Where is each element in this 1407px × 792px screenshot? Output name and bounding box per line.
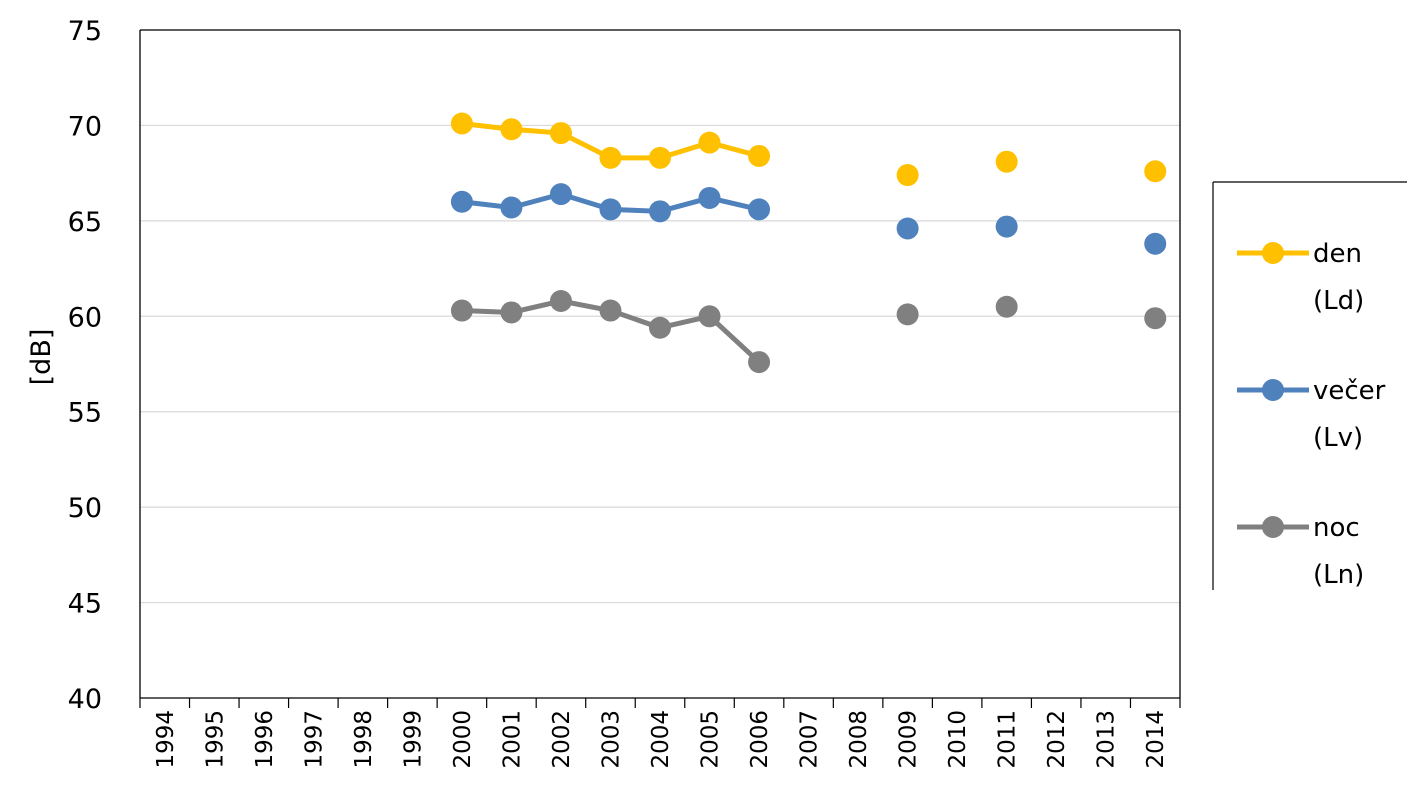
legend-entry-0: den (Ld) bbox=[1237, 239, 1364, 316]
legend-label: (Ln) bbox=[1313, 560, 1364, 590]
x-tick-label: 2004 bbox=[648, 710, 674, 769]
y-tick-label: 50 bbox=[68, 493, 102, 524]
x-tick-label: 1994 bbox=[153, 710, 179, 769]
x-tick-label: 2006 bbox=[747, 710, 773, 769]
data-point bbox=[549, 122, 572, 145]
data-point bbox=[748, 351, 771, 374]
x-tick-label: 2011 bbox=[995, 710, 1021, 769]
data-point bbox=[649, 316, 671, 339]
x-tick-labels: 1994 1995 1996 1997 1998 1999 2000 2001 2002 2003… bbox=[153, 710, 1169, 769]
data-point bbox=[1144, 307, 1167, 330]
data-point bbox=[549, 290, 572, 313]
x-tick-label: 2014 bbox=[1143, 710, 1169, 769]
gridlines bbox=[140, 29, 1180, 604]
y-tick-label: 55 bbox=[68, 398, 102, 429]
x-tick-label: 1996 bbox=[252, 710, 278, 769]
y-tick-labels: 40 45 50 55 60 65 70 75 bbox=[68, 16, 102, 715]
legend-entry-2: noc (Ln) bbox=[1237, 513, 1364, 590]
data-point bbox=[698, 131, 721, 154]
data-point bbox=[450, 299, 473, 322]
legend-marker bbox=[1262, 379, 1284, 401]
legend-marker bbox=[1262, 516, 1284, 538]
y-tick-label: 70 bbox=[68, 111, 102, 142]
data-point bbox=[450, 112, 473, 135]
data-point bbox=[896, 303, 919, 326]
data-point bbox=[698, 305, 721, 328]
x-tick-label: 2003 bbox=[598, 710, 624, 769]
x-tick-label: 2013 bbox=[1094, 710, 1120, 769]
data-point bbox=[748, 144, 771, 167]
data-point bbox=[500, 196, 523, 219]
data-point bbox=[995, 215, 1018, 238]
data-point bbox=[500, 301, 523, 324]
x-tick-label: 2002 bbox=[549, 710, 575, 769]
data-point bbox=[649, 146, 671, 169]
axes bbox=[139, 29, 1181, 708]
x-tick-label: 1998 bbox=[351, 710, 377, 769]
data-point bbox=[698, 186, 721, 209]
data-point bbox=[995, 295, 1018, 318]
data-point bbox=[649, 200, 671, 223]
x-tick-label: 2005 bbox=[698, 710, 724, 769]
legend-label: (Lv) bbox=[1313, 423, 1363, 453]
series bbox=[450, 112, 1167, 374]
data-point bbox=[896, 217, 919, 240]
data-point bbox=[748, 198, 771, 221]
x-tick-label: 2009 bbox=[896, 710, 922, 769]
y-tick-label: 75 bbox=[68, 16, 102, 47]
data-point bbox=[549, 183, 572, 206]
data-point bbox=[450, 190, 473, 213]
y-axis-label: [dB] bbox=[26, 329, 57, 386]
legend-label: noc bbox=[1313, 513, 1360, 543]
data-point bbox=[599, 146, 622, 169]
legend: den (Ld) večer (Lv) noc (Ln) bbox=[1212, 181, 1407, 590]
legend-label: den bbox=[1313, 239, 1362, 269]
legend-label: večer bbox=[1313, 376, 1386, 406]
legend-marker bbox=[1262, 242, 1284, 264]
x-tick-label: 1999 bbox=[400, 710, 426, 769]
legend-label: (Ld) bbox=[1313, 286, 1364, 316]
y-tick-label: 65 bbox=[68, 207, 102, 238]
series-1 bbox=[450, 183, 1167, 255]
series-0 bbox=[450, 112, 1167, 187]
x-tick-label: 2000 bbox=[450, 710, 476, 769]
data-point bbox=[500, 118, 523, 141]
series-2 bbox=[450, 290, 1167, 374]
y-tick-label: 40 bbox=[68, 684, 102, 715]
y-tick-label: 45 bbox=[68, 589, 102, 620]
series-line-segment bbox=[707, 313, 762, 365]
x-tick-label: 2007 bbox=[797, 710, 823, 769]
x-tick-label: 1995 bbox=[202, 710, 228, 769]
data-point bbox=[995, 150, 1018, 173]
x-tick-label: 2008 bbox=[846, 710, 872, 769]
data-point bbox=[599, 198, 622, 221]
data-point bbox=[896, 164, 919, 187]
legend-entry-1: večer (Lv) bbox=[1237, 376, 1386, 453]
x-tick-label: 1997 bbox=[301, 710, 327, 769]
y-tick-label: 60 bbox=[68, 302, 102, 333]
data-point bbox=[1144, 160, 1167, 183]
data-point bbox=[1144, 232, 1167, 255]
x-tick-label: 2010 bbox=[945, 710, 971, 769]
x-tick-label: 2001 bbox=[499, 710, 525, 769]
x-tick-label: 2012 bbox=[1044, 710, 1070, 769]
data-point bbox=[599, 299, 622, 322]
